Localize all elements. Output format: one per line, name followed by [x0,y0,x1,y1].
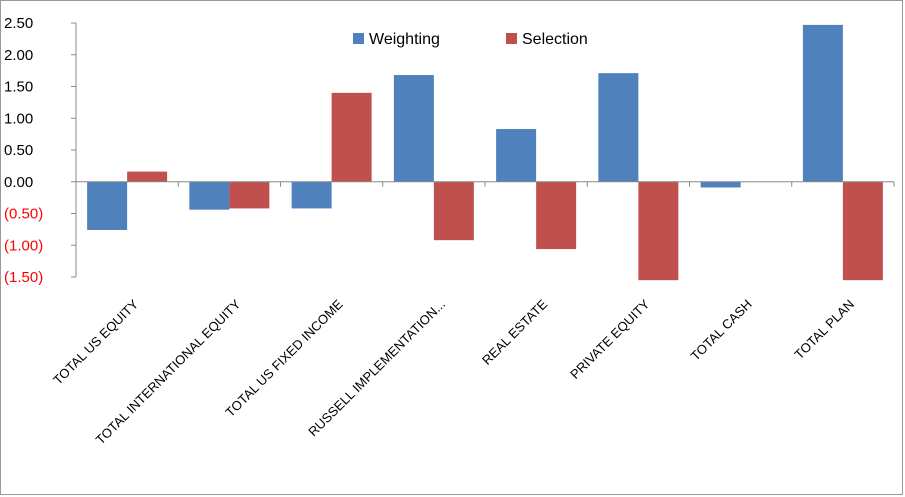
bar-weighting-1 [189,181,230,210]
bar-weighting-3 [393,75,434,182]
x-category-label: REAL ESTATE [479,296,550,367]
y-tick-label: 1.00 [4,110,33,127]
bar-selection-5 [638,181,679,281]
plot-area [75,23,895,281]
y-tick-label: (1.00) [4,237,43,254]
bar-selection-0 [127,171,168,182]
legend-label-weighting: Weighting [369,31,440,48]
bar-weighting-6 [700,181,741,188]
legend-swatch-selection [506,33,517,44]
x-category-label: TOTAL US FIXED INCOME [222,296,346,420]
y-tick-label: (0.50) [4,206,43,223]
bar-selection-1 [229,181,270,209]
y-tick-label: 0.50 [4,142,33,159]
legend: Weighting Selection [353,31,588,48]
x-category-label: TOTAL CASH [688,297,755,364]
bar-weighting-2 [291,181,332,209]
bar-selection-3 [433,181,474,241]
y-tick-label: (1.50) [4,269,43,286]
bar-selection-2 [331,92,372,182]
y-tick-label: 0.00 [4,174,33,191]
bar-weighting-7 [802,24,843,182]
y-axis-ticks: 2.50 2.00 1.50 1.00 0.50 0.00 (0.50) (1.00) (1.5… [4,15,76,286]
bar-selection-4 [536,181,577,250]
bar-selection-7 [842,181,883,281]
y-tick-label: 2.00 [4,47,33,64]
x-category-label: PRIVATE EQUITY [567,296,653,382]
y-tick-label: 2.50 [4,15,33,32]
bar-weighting-0 [87,181,128,231]
x-category-label: TOTAL PLAN [791,297,857,363]
legend-swatch-weighting [353,33,364,44]
legend-label-selection: Selection [522,31,588,48]
bar-weighting-5 [598,73,639,182]
bar-weighting-4 [496,129,537,182]
y-tick-label: 1.50 [4,79,33,96]
x-category-label: TOTAL US EQUITY [50,296,141,387]
